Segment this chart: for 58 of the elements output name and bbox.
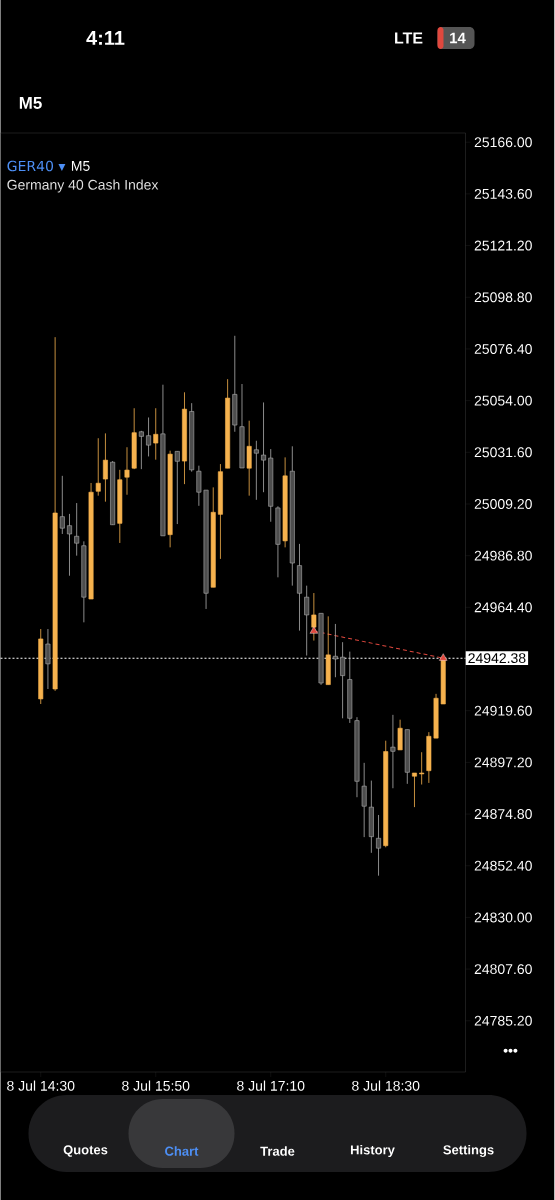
y-tick-label: 24785.20 [475,1015,533,1026]
candlestick [175,450,181,525]
y-tick-label: 24874.80 [475,809,533,820]
candlestick [246,420,252,497]
candlestick [333,623,339,678]
y-tick-label: 25009.20 [475,499,533,509]
candlestick [67,513,73,577]
candlestick [261,402,267,493]
text: GER40 ▾ [7,160,66,172]
candlestick [103,432,109,503]
candlestick [412,772,418,808]
y-tick-label: 25054.00 [475,395,533,406]
y-tick-label: 24919.60 [475,705,533,716]
candlestick [153,407,159,461]
y-tick-label: 24852.40 [475,860,533,871]
y-tick-label: 25076.40 [475,343,533,354]
y-tick-label: 25143.60 [475,188,533,199]
x-tick-label: 8 Jul 14:30 [7,1080,75,1091]
candlestick [390,714,396,789]
text: Germany 40 Cash Index [7,179,159,193]
y-tick-label: 25031.60 [475,447,533,458]
candlestick [96,437,101,497]
y-tick-label: 25098.80 [475,292,533,303]
text: Quotes [63,1145,108,1157]
y-tick-label: 24807.60 [475,964,533,975]
y-tick-label: 24986.80 [475,550,533,561]
x-tick-label: 8 Jul 18:30 [352,1080,420,1091]
annotation: M5 [72,161,90,171]
y-tick-label: 24830.00 [475,912,533,923]
candlestick [254,440,260,501]
y-tick-label: 24964.40 [475,602,533,613]
y-tick-label: 25166.00 [475,137,533,148]
text: Settings [443,1144,494,1158]
ref-line-label: 24942.38 [468,653,526,664]
candlestick [60,475,66,535]
candlestick [146,417,152,457]
text: History [351,1144,396,1158]
text: Chart [165,1146,199,1156]
x-tick-label: 8 Jul 15:50 [122,1080,190,1091]
candlestick [124,446,130,496]
candlestick [376,814,382,877]
text: M5 [20,97,43,109]
candlestick [139,430,145,470]
candlestick [397,719,403,751]
candlestick [361,762,367,838]
text: 14 [450,32,467,44]
candlestick [74,502,80,557]
candlestick [45,628,51,690]
candlestick [304,585,310,656]
candlestick [340,641,346,719]
text: ••• [503,1048,518,1053]
y-tick-label: 24897.20 [475,757,533,768]
text: LTE [395,32,423,44]
candlestick [419,751,425,785]
x-tick-label: 8 Jul 17:10 [237,1080,305,1091]
text: 4:11 [86,31,125,45]
y-tick-label: 25121.20 [475,240,533,251]
text: Trade [260,1146,295,1156]
